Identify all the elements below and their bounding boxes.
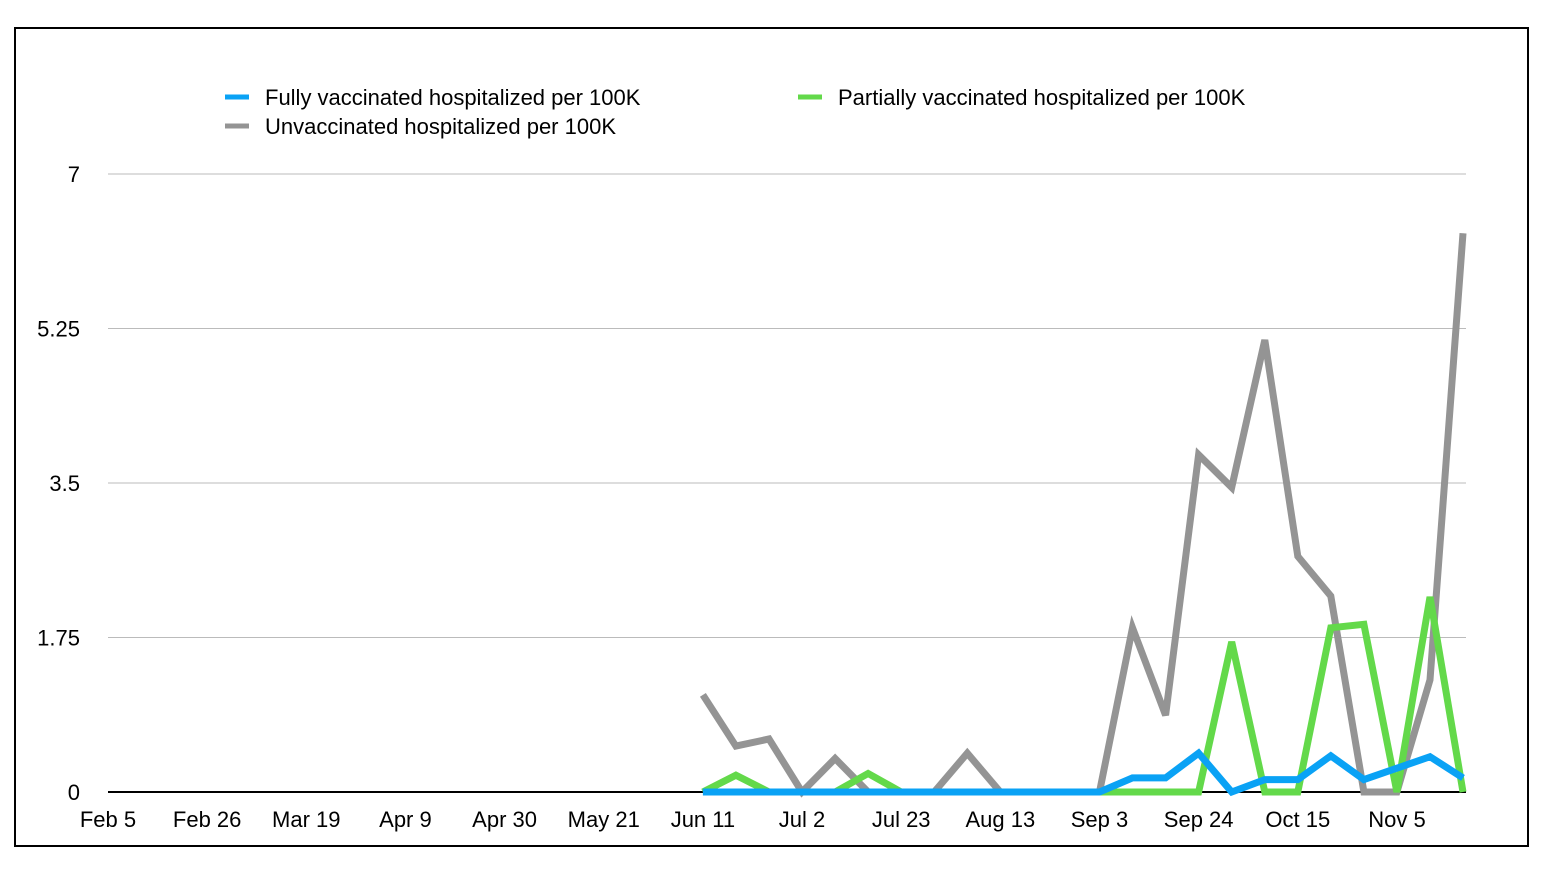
chart-frame bbox=[14, 27, 1529, 847]
x-tick-label: Apr 30 bbox=[472, 807, 537, 832]
legend: Fully vaccinated hospitalized per 100K Pa… bbox=[225, 85, 1246, 139]
y-tick-label: 0 bbox=[68, 780, 80, 805]
x-tick-label: Aug 13 bbox=[965, 807, 1035, 832]
legend-label: Partially vaccinated hospitalized per 10… bbox=[838, 85, 1246, 110]
x-tick-label: Jul 23 bbox=[872, 807, 931, 832]
series-line-2 bbox=[699, 232, 1467, 798]
y-tick-label: 5.25 bbox=[37, 317, 80, 342]
y-tick-label: 7 bbox=[68, 162, 80, 187]
x-tick-label: Jul 2 bbox=[779, 807, 825, 832]
x-tick-label: Nov 5 bbox=[1368, 807, 1425, 832]
x-tick-label: Jun 11 bbox=[671, 807, 735, 832]
x-tick-label: Oct 15 bbox=[1265, 807, 1330, 832]
x-tick-label: Mar 19 bbox=[272, 807, 340, 832]
x-tick-label: May 21 bbox=[568, 807, 640, 832]
x-tick-label: Feb 5 bbox=[80, 807, 136, 832]
legend-label: Fully vaccinated hospitalized per 100K bbox=[265, 85, 641, 110]
y-tick-label: 1.75 bbox=[37, 626, 80, 651]
legend-label: Unvaccinated hospitalized per 100K bbox=[265, 114, 616, 139]
x-tick-label: Sep 3 bbox=[1071, 807, 1129, 832]
x-tick-label: Feb 26 bbox=[173, 807, 242, 832]
y-tick-label: 3.5 bbox=[49, 471, 80, 496]
x-tick-label: Sep 24 bbox=[1164, 807, 1234, 832]
series-line-0 bbox=[702, 748, 1465, 797]
x-tick-label: Apr 9 bbox=[379, 807, 432, 832]
